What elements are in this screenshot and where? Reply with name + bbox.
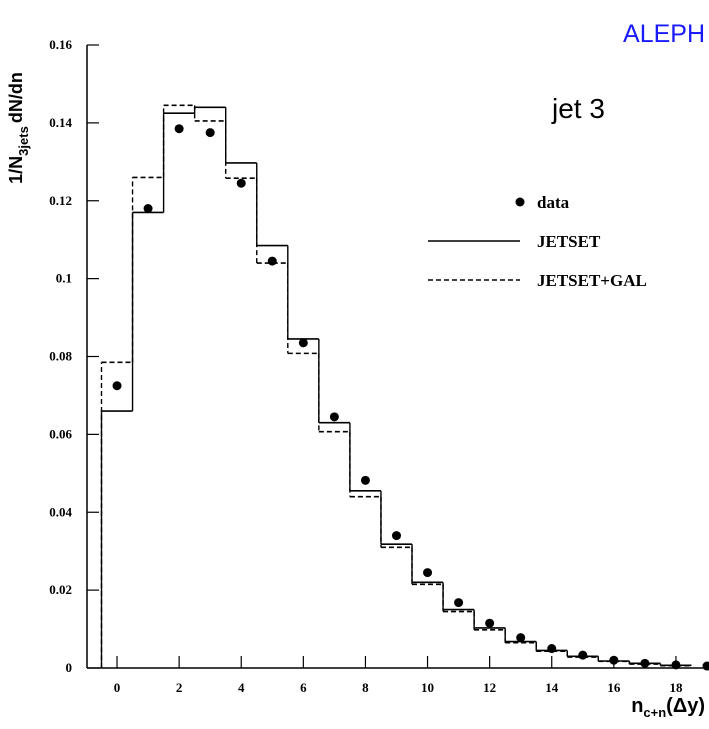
y-tick-label: 0.14 <box>49 115 72 130</box>
legend-label: data <box>537 193 570 212</box>
data-point <box>112 381 122 391</box>
x-tick-label: 12 <box>483 680 496 695</box>
x-label-sub: c+n <box>643 705 666 720</box>
x-tick-label: 2 <box>176 680 183 695</box>
data-point <box>485 618 495 628</box>
x-tick-label: 8 <box>362 680 369 695</box>
data-point <box>454 598 464 608</box>
data-point <box>360 475 370 485</box>
legend-marker <box>515 197 525 207</box>
y-label-part: dN/dn <box>6 72 26 123</box>
y-tick-label: 0.08 <box>49 349 72 364</box>
x-tick-label: 6 <box>300 680 307 695</box>
data-point <box>174 124 184 134</box>
x-tick-label: 4 <box>238 680 245 695</box>
x-tick-label: 10 <box>421 680 434 695</box>
y-label-sub: 3jets <box>16 126 31 156</box>
x-tick-label: 16 <box>607 680 621 695</box>
legend-label: JETSET <box>537 232 601 251</box>
y-tick-label: 0.16 <box>49 37 72 52</box>
y-tick-label: 0.1 <box>56 271 72 286</box>
data-point <box>702 661 709 671</box>
y-tick-label: 0.02 <box>49 582 72 597</box>
legend-label: JETSET+GAL <box>537 271 647 290</box>
x-axis-label: nc+n(Δy) <box>631 695 705 720</box>
x-label-part: (Δy) <box>666 695 705 717</box>
jet-label: jet 3 <box>551 93 605 124</box>
data-point <box>391 531 401 541</box>
data-point <box>329 412 339 422</box>
x-tick-label: 18 <box>669 680 683 695</box>
y-tick-label: 0.06 <box>49 426 72 441</box>
data-point <box>516 633 526 643</box>
y-tick-label: 0.04 <box>49 504 72 519</box>
data-point <box>267 256 277 266</box>
x-tick-label: 0 <box>114 680 121 695</box>
hist-risers <box>102 105 692 668</box>
y-tick-label: 0.12 <box>49 193 72 208</box>
data-point <box>423 568 433 578</box>
y-tick-label: 0 <box>66 660 73 675</box>
data-point <box>236 178 246 188</box>
x-label-part: n <box>631 695 643 717</box>
y-axis-label: 1/N3jets dN/dn <box>6 72 31 184</box>
y-label-part: 1/N <box>6 156 26 184</box>
data-point <box>205 128 215 138</box>
x-tick-label: 14 <box>545 680 559 695</box>
data-point <box>578 650 588 660</box>
hist-risers <box>102 107 692 668</box>
experiment-label: ALEPH <box>623 20 705 48</box>
data-point <box>298 338 308 348</box>
data-point <box>143 204 153 214</box>
